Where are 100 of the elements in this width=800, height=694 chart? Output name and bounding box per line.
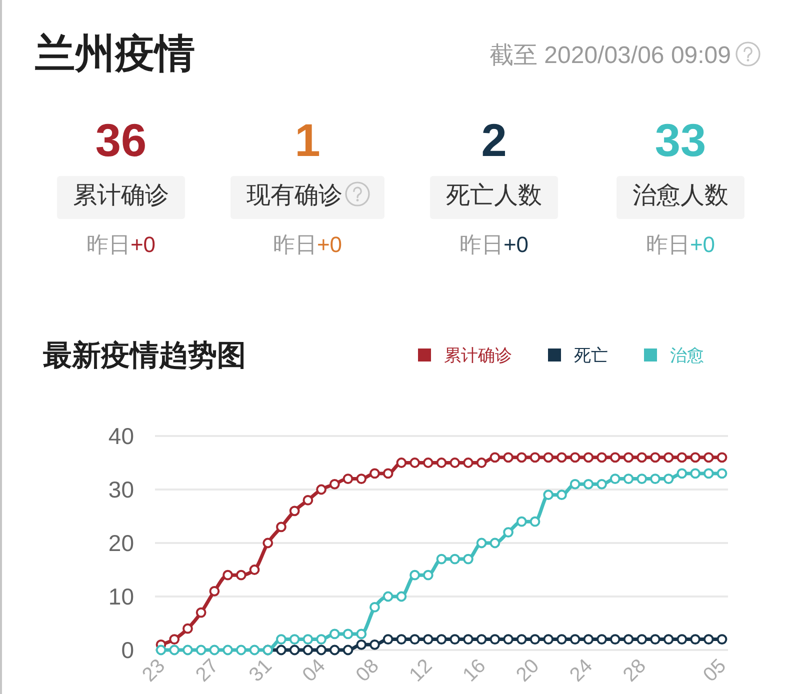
point	[596, 478, 607, 490]
point	[610, 634, 620, 644]
point	[182, 623, 193, 634]
point	[436, 458, 447, 468]
x-tick-label: 04	[298, 654, 330, 686]
y-tick-label: 30	[108, 476, 134, 502]
point	[382, 634, 394, 644]
point	[716, 468, 728, 479]
point	[516, 452, 527, 463]
point	[636, 634, 648, 644]
point	[356, 474, 367, 484]
point	[663, 474, 674, 484]
point	[410, 634, 420, 644]
point	[382, 591, 394, 602]
point	[410, 458, 420, 468]
x-tick-label: 24	[566, 654, 597, 686]
point	[169, 644, 180, 656]
point	[450, 458, 460, 468]
point	[610, 474, 620, 484]
y-tick-label: 0	[121, 637, 134, 663]
point	[289, 634, 300, 644]
text: +0	[130, 232, 156, 257]
point	[556, 490, 567, 500]
x-tick-label: 28	[619, 654, 650, 686]
data-label: 36	[95, 114, 147, 166]
category-label: 治愈人数	[632, 182, 728, 209]
text: 昨日	[646, 232, 690, 257]
point	[236, 570, 246, 580]
point	[543, 452, 554, 463]
point	[543, 490, 554, 500]
point	[222, 570, 233, 580]
point	[316, 644, 326, 656]
point	[503, 634, 514, 644]
point	[690, 634, 700, 644]
point	[289, 506, 300, 516]
point	[663, 452, 674, 463]
category-label: 现有确诊	[246, 182, 342, 209]
point	[556, 452, 567, 463]
point	[422, 458, 434, 468]
point	[209, 644, 220, 656]
point	[690, 452, 700, 463]
point	[436, 554, 447, 564]
point	[596, 452, 607, 463]
point	[276, 522, 286, 532]
text: 截至 2020/03/06 09:09	[489, 42, 731, 69]
point	[249, 564, 260, 575]
point	[636, 452, 648, 463]
point	[636, 474, 648, 484]
point	[570, 452, 580, 463]
point	[329, 644, 340, 656]
point	[583, 634, 594, 644]
chart-title: 最新疫情趋势图	[42, 339, 246, 372]
point	[650, 474, 660, 484]
category-label: 死亡人数	[446, 182, 542, 209]
point	[530, 634, 540, 644]
point	[329, 478, 340, 490]
point	[690, 468, 700, 479]
x-tick-label: 05	[699, 654, 731, 686]
point	[570, 634, 580, 644]
text: 昨日	[272, 232, 317, 257]
point	[222, 644, 233, 656]
point	[676, 452, 688, 463]
point	[676, 468, 688, 479]
point	[302, 495, 314, 506]
point	[396, 458, 407, 468]
point	[396, 634, 407, 644]
text: 昨日	[459, 232, 504, 257]
point	[530, 452, 540, 463]
y-tick-label: 40	[108, 423, 134, 449]
point	[530, 516, 540, 527]
point	[623, 474, 634, 484]
point	[716, 634, 728, 644]
point	[556, 634, 567, 644]
point	[490, 538, 500, 548]
x-tick-label: 23	[138, 654, 170, 686]
point	[302, 644, 314, 656]
point	[356, 639, 367, 650]
point	[262, 538, 274, 548]
legend-label: 治愈	[670, 346, 704, 365]
point	[182, 644, 193, 656]
point	[623, 634, 634, 644]
text: 兰州疫情	[34, 32, 195, 76]
point	[570, 478, 580, 490]
point	[516, 634, 527, 644]
legend-label: 死亡	[574, 346, 608, 365]
point	[382, 468, 394, 479]
point	[342, 644, 354, 656]
point	[476, 538, 487, 548]
point	[316, 634, 326, 644]
x-tick-label: 16	[458, 654, 490, 686]
point	[463, 634, 474, 644]
point	[450, 634, 460, 644]
text: +0	[690, 232, 716, 257]
point	[543, 634, 554, 644]
point	[703, 452, 714, 463]
y-tick-label: 10	[108, 584, 134, 610]
point	[663, 634, 674, 644]
point	[169, 634, 180, 644]
point	[156, 644, 166, 656]
x-tick-label: 20	[512, 654, 544, 686]
